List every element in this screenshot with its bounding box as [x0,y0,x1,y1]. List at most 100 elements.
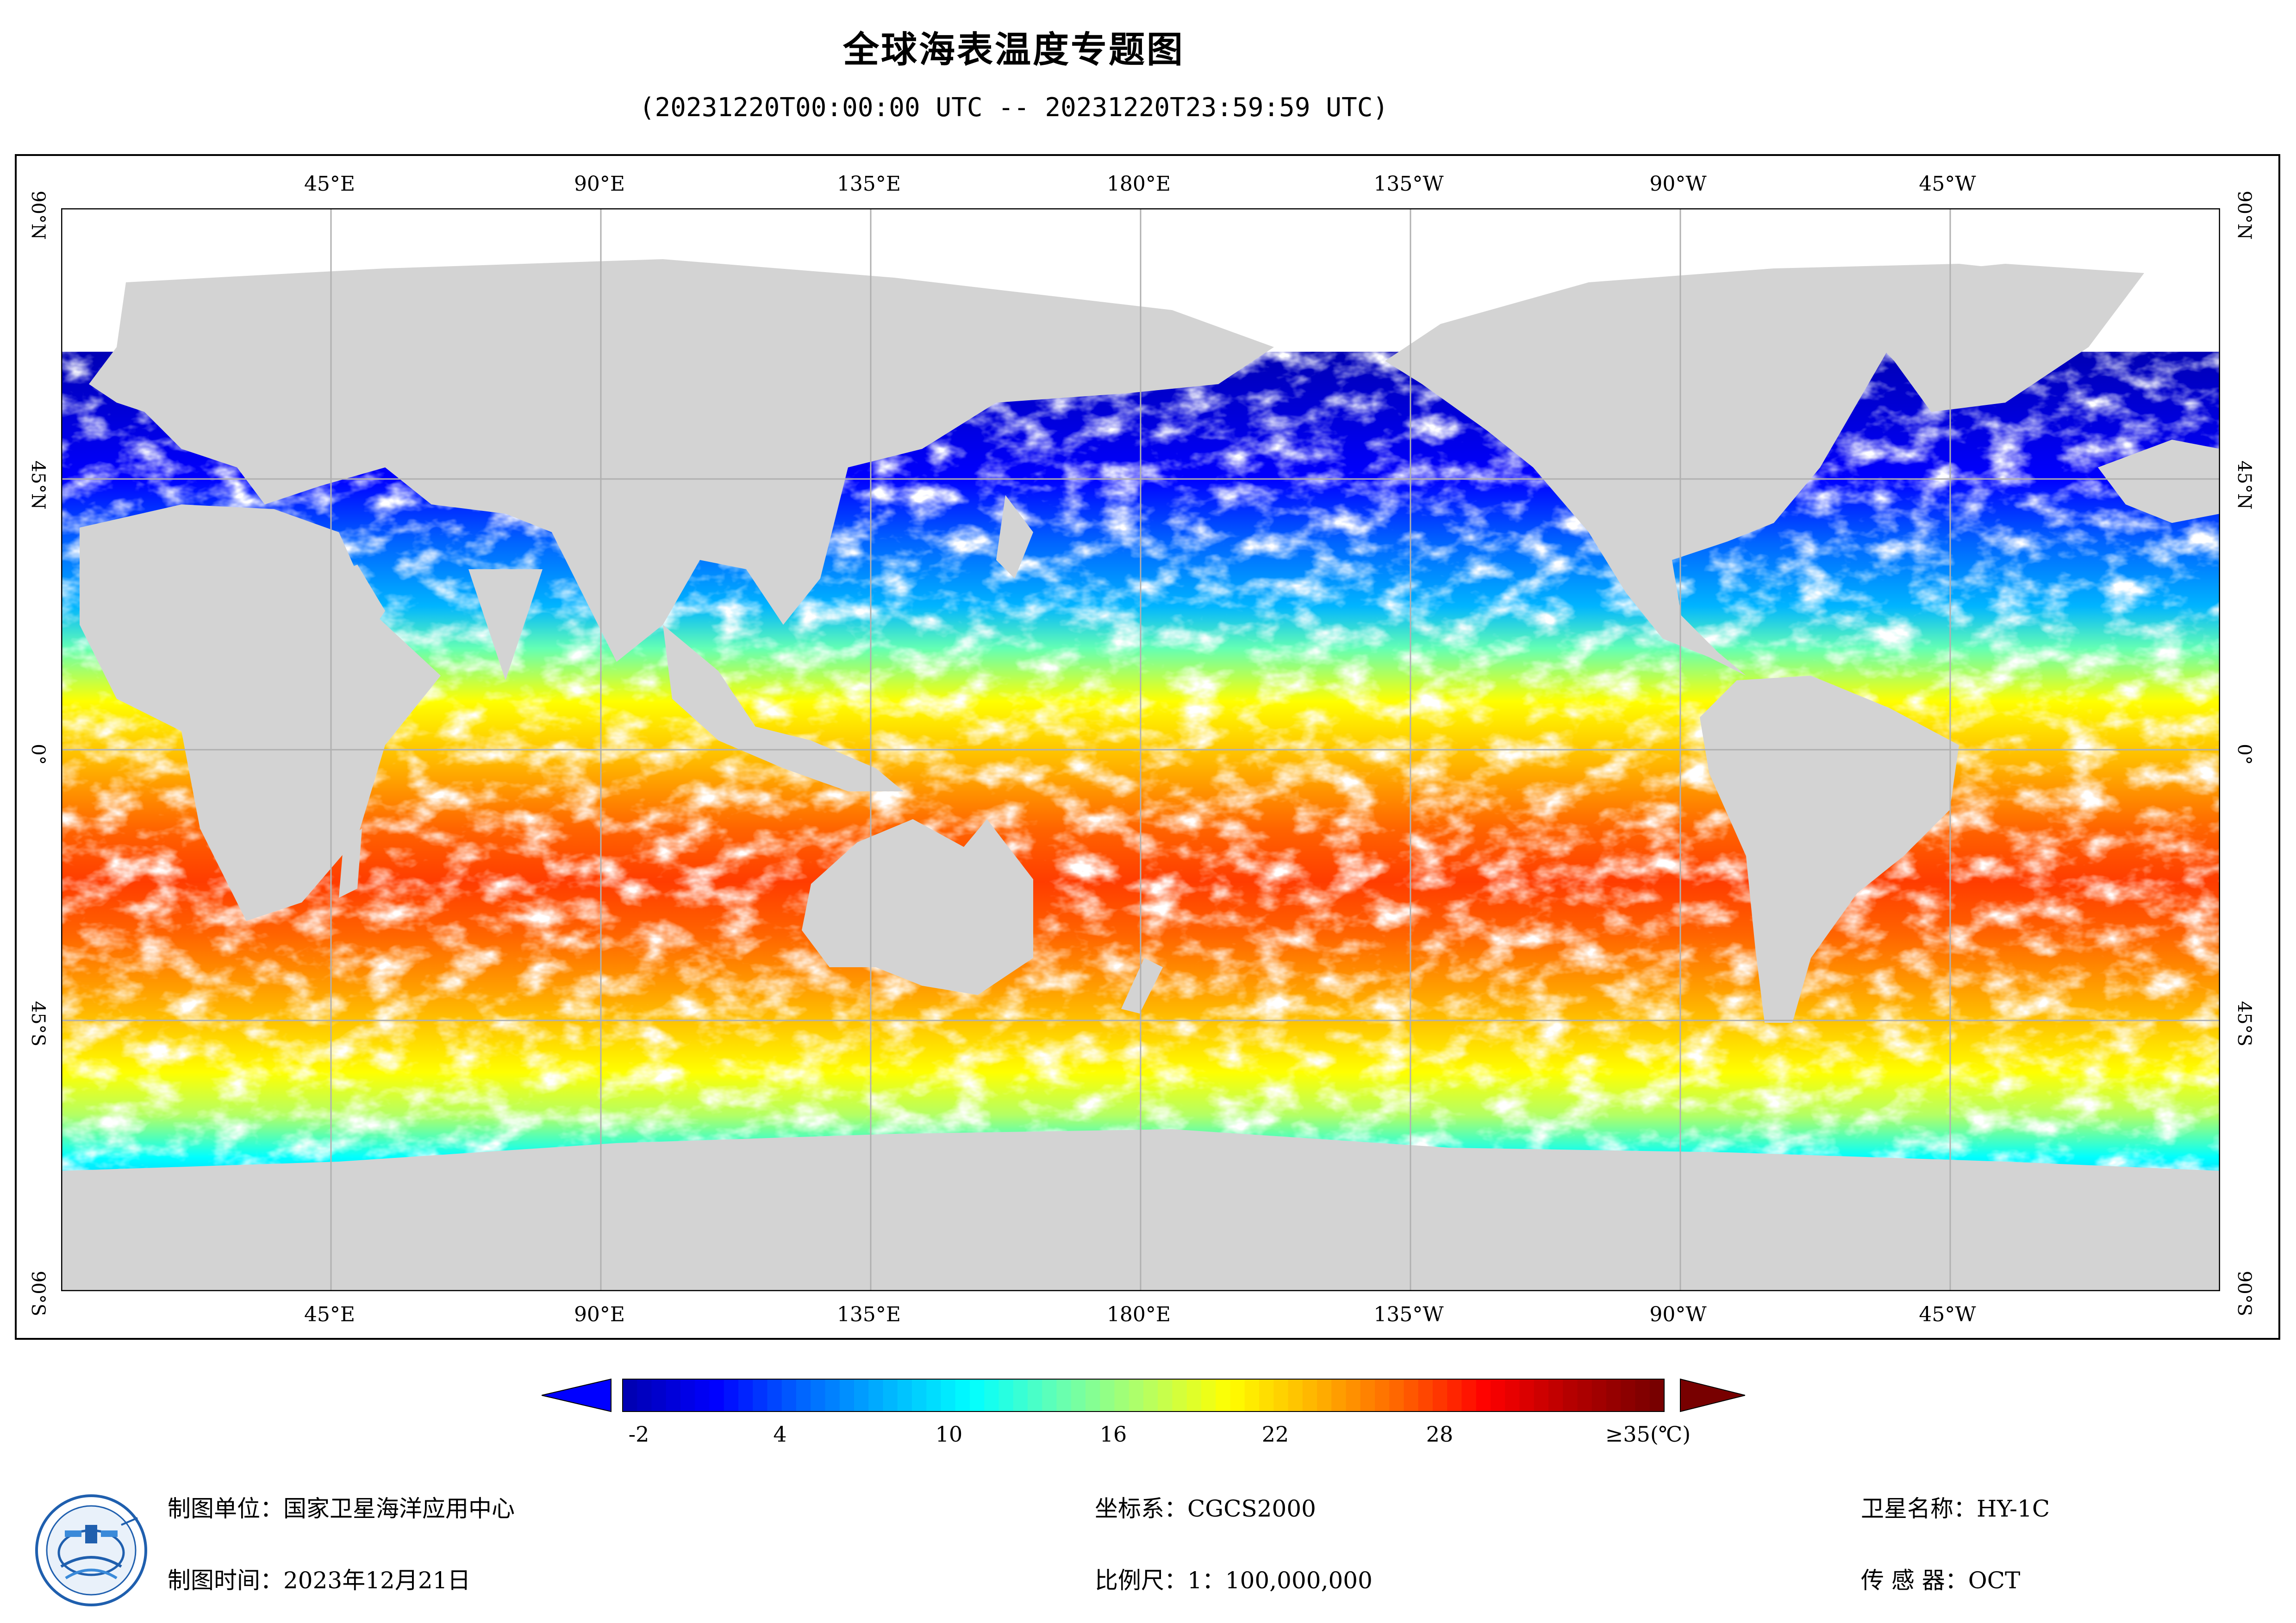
colorbar-label-minus2: -2 [628,1422,649,1447]
colorbar-cell [1360,1379,1375,1412]
right-lat-label-45n: 45°N [2234,460,2255,510]
top-lon-label-45w: 45°W [1919,172,1976,196]
madagascar-land [339,828,362,898]
top-lon-label-90e: 90°E [574,172,625,196]
colorbar-cell [1273,1379,1288,1412]
colorbar-label-22: 22 [1261,1422,1289,1447]
graticule [61,208,2220,1291]
arabia-land [306,565,385,653]
bottom-lon-label-135e: 135°E [836,1303,901,1326]
bottom-lon-label-180e: 180°E [1106,1303,1171,1326]
colorbar-cell [1100,1379,1115,1412]
scale-text: 比例尺：1：100,000,000 [1095,1567,1373,1594]
colorbar-cell [1491,1379,1505,1412]
colorbar-label-10: 10 [935,1422,963,1447]
bottom-lon-label-90w: 90°W [1649,1303,1707,1326]
colorbar-cell [753,1379,767,1412]
colorbar-label-16: 16 [1099,1422,1127,1447]
colorbar-cell [1375,1379,1390,1412]
colorbar-cell [1259,1379,1274,1412]
colorbar-cell [941,1379,956,1412]
bottom-lon-label-45w: 45°W [1919,1303,1976,1326]
colorbar-cell [1606,1379,1621,1412]
colorbar-over-arrow [1680,1378,1745,1412]
colorbar-cell [623,1379,637,1412]
left-lat-label-45n: 45°N [27,460,49,510]
top-lon-label-180e: 180°E [1106,172,1171,196]
colorbar-cell [1591,1379,1607,1412]
top-lon-label-45e: 45°E [304,172,356,196]
colorbar-cell [1129,1379,1144,1412]
colorbar-cell [1331,1379,1346,1412]
colorbar-cell [1433,1379,1447,1412]
colorbar-cell [912,1379,927,1412]
colorbar-cell [1635,1379,1650,1412]
colorbar-cell [1418,1379,1433,1412]
eurasia-land [89,259,1274,662]
right-lat-label-90s: 90°S [2234,1270,2255,1317]
colorbar-cell [637,1379,652,1412]
indonesia-land [663,625,904,791]
colorbar-label-28: 28 [1426,1422,1454,1447]
colorbar-cell [1244,1379,1260,1412]
colorbar-cell [1317,1379,1332,1412]
colorbar-cell [883,1379,898,1412]
crs-text: 坐标系：CGCS2000 [1095,1495,1316,1522]
colorbar-cell [1114,1379,1129,1412]
north-america-land [1385,264,2089,676]
colorbar-cell [926,1379,941,1412]
colorbar-cell [1143,1379,1158,1412]
top-lon-label-135e: 135°E [836,172,901,196]
europe-west-land [2098,440,2220,523]
sst-map [61,208,2220,1291]
colorbar-cell [1071,1379,1086,1412]
australia-land [802,819,1033,995]
left-lat-label-0: 0° [27,744,49,765]
colorbar-cell [709,1379,724,1412]
colorbar-cell [811,1379,825,1412]
right-lat-label-90n: 90°N [2234,191,2255,240]
colorbar-cell [781,1379,797,1412]
colorbar-cell [1476,1379,1491,1412]
colorbar-cell [1302,1379,1317,1412]
colorbar-cell [1288,1379,1303,1412]
colorbar-cell [897,1379,912,1412]
colorbar-cell [1404,1379,1419,1412]
colorbar-label-35: ≥35(℃) [1605,1422,1691,1447]
colorbar-cell [1042,1379,1057,1412]
colorbar-cell [1158,1379,1173,1412]
colorbar-cell [1346,1379,1361,1412]
bottom-lon-label-90e: 90°E [574,1303,625,1326]
sensor-text: 传 感 器：OCT [1861,1567,2021,1594]
top-lon-label-90w: 90°W [1649,172,1707,196]
colorbar-cell [825,1379,840,1412]
colorbar-cell [1649,1379,1665,1412]
colorbar-cell [1086,1379,1100,1412]
producer-text: 制图单位：国家卫星海洋应用中心 [168,1495,515,1522]
colorbar-cell [767,1379,782,1412]
colorbar-under-arrow [542,1378,611,1412]
colorbar-cell [1563,1379,1578,1412]
colorbar-cell [868,1379,883,1412]
bottom-lon-label-135w: 135°W [1373,1303,1444,1326]
colorbar-cell [1230,1379,1245,1412]
bottom-lon-label-45e: 45°E [304,1303,356,1326]
colorbar-cell [1389,1379,1404,1412]
left-lat-label-45s: 45°S [27,1001,49,1047]
colorbar-cell [955,1379,970,1412]
colorbar-cell [1186,1379,1202,1412]
japan-land [996,495,1033,578]
colorbar-cell [1216,1379,1230,1412]
colorbar-border [622,1379,1665,1412]
colorbar-cell [796,1379,811,1412]
colorbar-cell [1172,1379,1187,1412]
right-lat-label-45s: 45°S [2234,1001,2255,1047]
colorbar-cell [1548,1379,1563,1412]
colorbar-cells [622,1379,1665,1412]
colorbar-cell [680,1379,695,1412]
colorbar-cell [1201,1379,1216,1412]
right-lat-label-0: 0° [2234,744,2255,765]
colorbar-cell [1505,1379,1520,1412]
colorbar-cell [998,1379,1014,1412]
date-text: 制图时间：2023年12月21日 [168,1567,471,1594]
